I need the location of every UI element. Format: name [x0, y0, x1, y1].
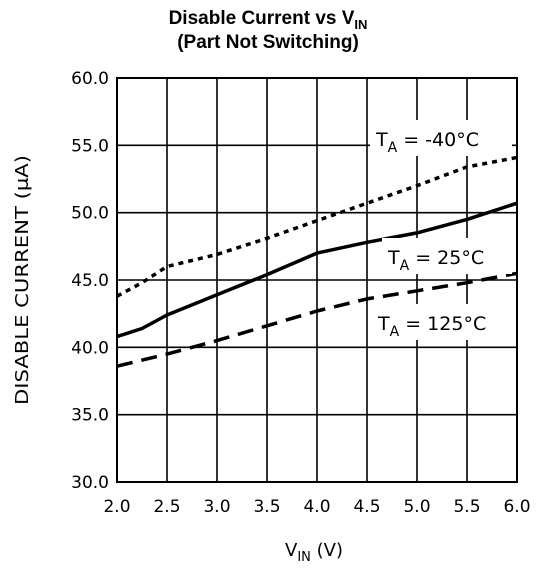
series-label-minus40-rest: = -40°C — [397, 129, 479, 151]
y-axis-label: DISABLE CURRENT (μA) — [12, 155, 33, 405]
y-tick-label-3: 45.0 — [71, 271, 109, 291]
series-label-25-rest: = 25°C — [409, 247, 484, 269]
series-lines — [116, 155, 518, 368]
series-label-25-text: TA = 25°C — [387, 247, 484, 274]
series-label-25-main: T — [387, 247, 400, 269]
plot-frame — [116, 77, 518, 483]
series-label-125-text: TA = 125°C — [377, 313, 486, 340]
y-tick-label-5: 55.0 — [71, 136, 109, 156]
series-label-25-sub: A — [400, 258, 410, 274]
series-label-125-rest: = 125°C — [399, 313, 486, 335]
y-tick-labels: 30.0 35.0 40.0 45.0 50.0 55.0 60.0 — [71, 69, 109, 493]
chart-title-sub: IN — [354, 17, 367, 32]
x-tick-label-6: 5.0 — [403, 497, 430, 517]
x-tick-label-2: 3.0 — [203, 497, 230, 517]
x-tick-labels: 2.0 2.5 3.0 3.5 4.0 4.5 5.0 5.5 6.0 — [103, 497, 530, 517]
series-label-25: TA = 25°C — [382, 238, 512, 274]
series-label-minus40-main: T — [375, 129, 388, 151]
y-tick-label-6: 60.0 — [71, 69, 109, 89]
series-line-1 — [116, 201, 518, 339]
x-tick-label-8: 6.0 — [503, 497, 530, 517]
x-tick-label-7: 5.5 — [453, 497, 480, 517]
series-label-125-bg — [372, 304, 512, 340]
y-tick-label-2: 40.0 — [71, 338, 109, 358]
series-label-125-sub: A — [390, 324, 400, 340]
series-line-0 — [116, 155, 518, 298]
x-tick-label-3: 3.5 — [253, 497, 280, 517]
series-label-minus40-text: TA = -40°C — [375, 129, 479, 156]
x-axis-label: VIN (V) — [285, 540, 343, 565]
x-tick-label-5: 4.5 — [353, 497, 380, 517]
x-axis-label-unit: (V) — [311, 540, 343, 561]
y-tick-label-4: 50.0 — [71, 204, 109, 224]
chart-subtitle: (Part Not Switching) — [177, 32, 359, 53]
chart-title: Disable Current vs VIN — [169, 8, 368, 32]
x-axis-label-sub: IN — [297, 550, 311, 565]
x-tick-label-4: 4.0 — [303, 497, 330, 517]
y-tick-label-1: 35.0 — [71, 406, 109, 426]
series-label-minus40-sub: A — [388, 140, 398, 156]
grid — [116, 77, 518, 483]
chart-title-main: Disable Current vs V — [169, 8, 355, 29]
x-tick-label-0: 2.0 — [103, 497, 130, 517]
x-tick-label-1: 2.5 — [153, 497, 180, 517]
series-label-125-main: T — [377, 313, 390, 335]
series-label-minus40-bg — [370, 120, 512, 156]
series-line-2 — [116, 271, 518, 368]
series-label-25-bg — [382, 238, 512, 274]
series-label-minus40: TA = -40°C — [370, 120, 512, 156]
y-tick-label-0: 30.0 — [71, 473, 109, 493]
series-label-125: TA = 125°C — [372, 304, 512, 340]
x-axis-label-main: V — [285, 540, 298, 561]
